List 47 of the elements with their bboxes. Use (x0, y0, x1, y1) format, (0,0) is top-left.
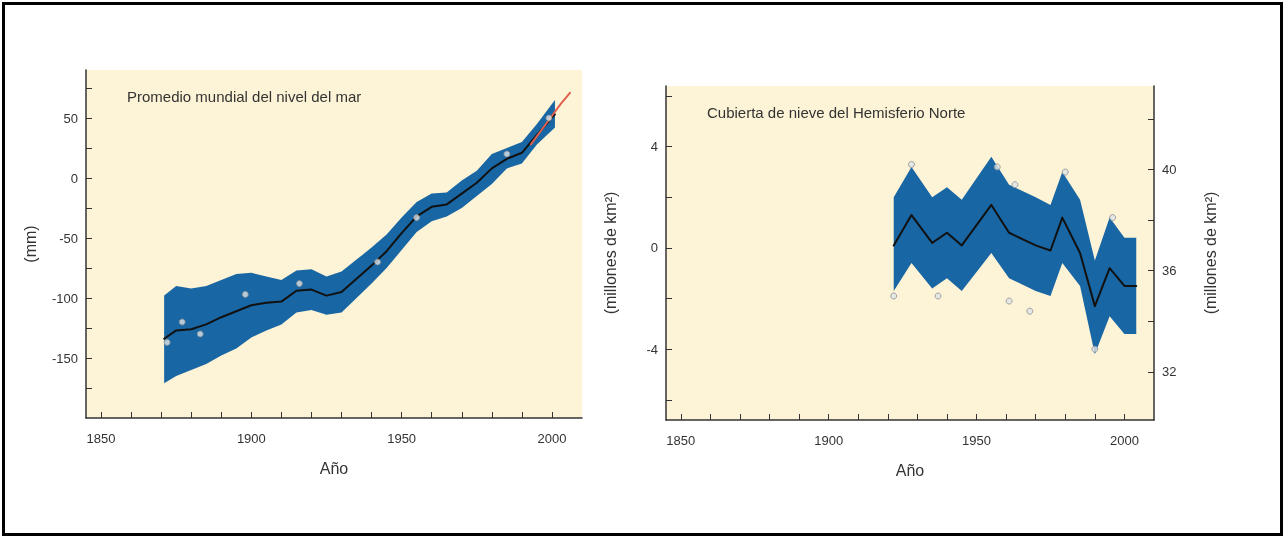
point (1005, 297, 1013, 305)
x-tick-label: 2000 (1109, 433, 1139, 448)
y-axis-title: (millones de km²) (601, 191, 619, 315)
y2-axis-title: (millones de km²) (1201, 191, 1219, 315)
line-series (529, 91, 571, 146)
point (993, 163, 1001, 171)
y-tick-label: -100 (51, 290, 78, 306)
x-tick-label: 1850 (86, 431, 116, 446)
y-tick-label: 0 (70, 170, 78, 186)
point (907, 160, 915, 168)
y2-tick-label: 32 (1162, 364, 1177, 380)
line-series (892, 203, 1138, 308)
point (413, 214, 421, 222)
y-tick-label: -4 (646, 341, 658, 357)
y2-tick-label: 36 (1162, 263, 1177, 279)
y-tick-label: 4 (650, 139, 658, 155)
y-tick-label: -150 (51, 350, 78, 366)
x-tick-label: 1850 (666, 433, 696, 448)
x-tick-label: 1950 (387, 431, 417, 446)
y-tick-label: 0 (650, 240, 658, 256)
point (934, 292, 942, 300)
x-axis-title: Año (319, 459, 349, 477)
x-axis-title: Año (895, 461, 925, 479)
y-tick-label: -50 (59, 230, 78, 246)
y-tick-label: 50 (63, 110, 78, 126)
x-tick-label: 1900 (236, 431, 266, 446)
x-tick-label: 2000 (537, 431, 567, 446)
point (374, 258, 382, 266)
text: Promedio mundial del nivel del mar (127, 88, 362, 105)
x-tick-label: 1900 (814, 433, 844, 448)
point (163, 338, 171, 346)
point (1109, 214, 1117, 222)
point (295, 280, 303, 288)
y-axis-title: (mm) (21, 225, 39, 263)
point (1011, 181, 1019, 189)
point (1026, 307, 1034, 315)
point (1091, 345, 1099, 353)
point (1061, 168, 1069, 176)
point (241, 290, 249, 298)
point (503, 150, 511, 158)
point (178, 318, 186, 326)
y2-tick-label: 40 (1162, 162, 1177, 177)
point (545, 114, 553, 122)
x-tick-label: 1950 (962, 433, 992, 448)
text: Cubierta de nieve del Hemisferio Norte (707, 104, 966, 121)
point (196, 330, 204, 338)
point (890, 292, 898, 300)
